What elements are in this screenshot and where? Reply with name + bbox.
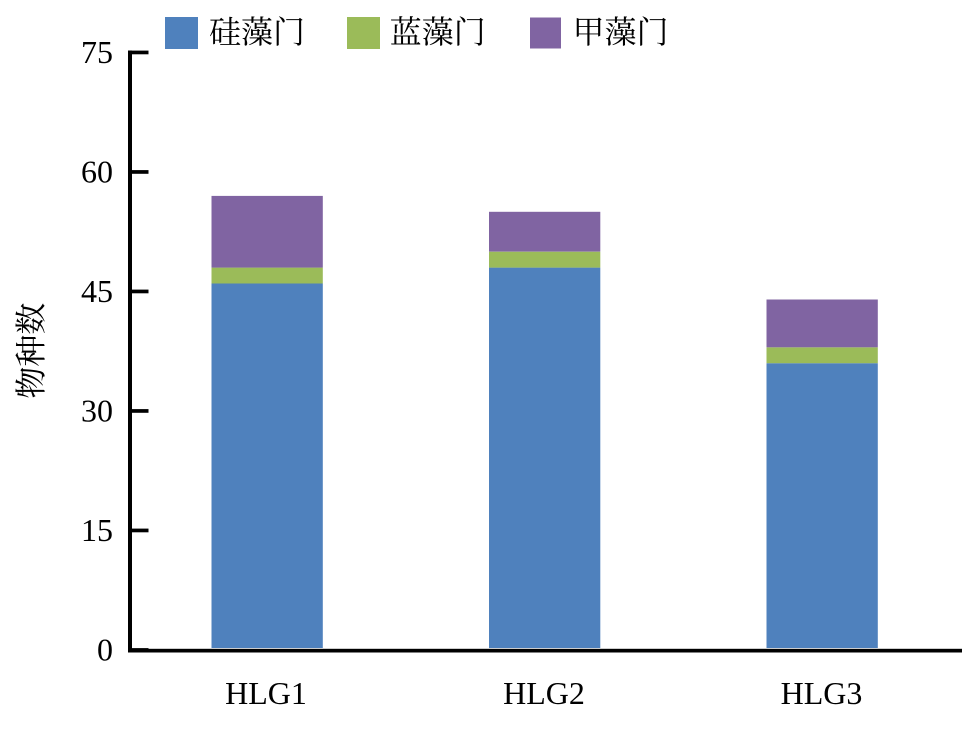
svg-text:30: 30: [81, 393, 113, 429]
svg-text:15: 15: [81, 512, 113, 548]
svg-text:HLG3: HLG3: [781, 675, 863, 711]
svg-text:75: 75: [81, 34, 113, 70]
svg-text:HLG2: HLG2: [503, 675, 585, 711]
svg-text:HLG1: HLG1: [225, 675, 307, 711]
svg-text:60: 60: [81, 154, 113, 190]
svg-text:45: 45: [81, 273, 113, 309]
svg-text:0: 0: [97, 632, 113, 668]
